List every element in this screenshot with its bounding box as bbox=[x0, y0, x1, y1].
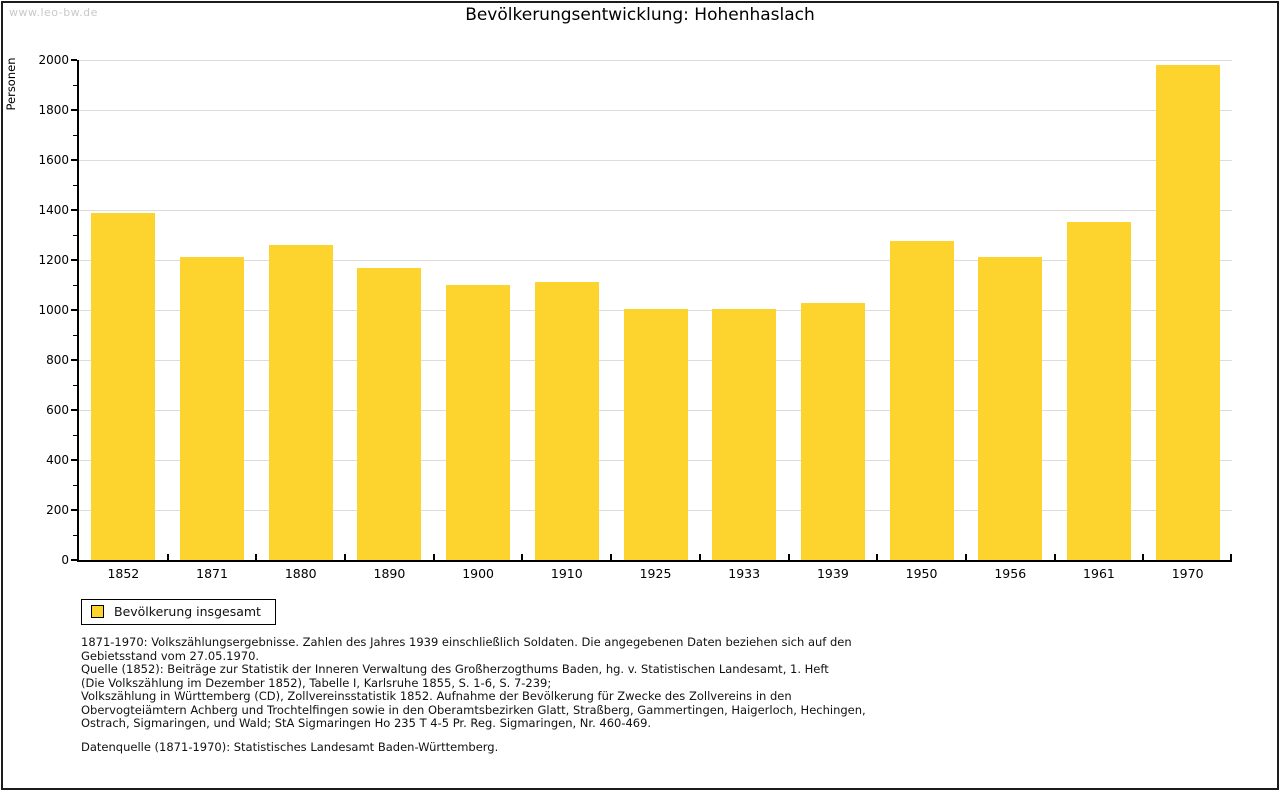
y-tick-label: 1000 bbox=[38, 303, 69, 317]
y-axis-major-tick bbox=[71, 159, 77, 161]
y-axis-major-tick bbox=[71, 559, 77, 561]
watermark: www.leo-bw.de bbox=[9, 6, 98, 19]
x-tick-label: 1925 bbox=[639, 566, 672, 581]
y-axis-minor-tick bbox=[73, 334, 77, 336]
bar-1871 bbox=[180, 257, 245, 560]
bar-1900 bbox=[446, 284, 511, 560]
y-axis-major-tick bbox=[71, 509, 77, 511]
gridline bbox=[79, 109, 1232, 111]
y-tick-label: 0 bbox=[61, 553, 69, 567]
y-tick-label: 1400 bbox=[38, 203, 69, 217]
x-tick-label: 1871 bbox=[196, 566, 228, 581]
gridline bbox=[79, 59, 1232, 61]
y-axis-minor-tick bbox=[73, 534, 77, 536]
y-axis-minor-tick bbox=[73, 384, 77, 386]
x-tick-label: 1880 bbox=[284, 566, 317, 581]
x-axis-boundary-tick bbox=[698, 554, 701, 560]
x-axis-boundary-tick bbox=[344, 554, 347, 560]
y-tick-label: 1800 bbox=[38, 103, 69, 117]
x-axis-boundary-tick bbox=[610, 554, 613, 560]
y-tick-label: 800 bbox=[46, 353, 69, 367]
bar-1925 bbox=[623, 309, 688, 560]
y-axis-minor-tick bbox=[73, 484, 77, 486]
y-axis-minor-tick bbox=[73, 234, 77, 236]
x-tick-label: 1910 bbox=[550, 566, 583, 581]
y-axis-major-tick bbox=[71, 209, 77, 211]
x-axis-boundary-tick bbox=[255, 554, 258, 560]
bar-1910 bbox=[534, 282, 599, 560]
x-tick-label: 1939 bbox=[816, 566, 849, 581]
gridline bbox=[79, 159, 1232, 161]
y-tick-label: 2000 bbox=[38, 53, 69, 67]
footnote-text: 1871-1970: Volkszählungsergebnisse. Zahl… bbox=[81, 635, 866, 730]
x-axis-boundary-tick bbox=[1053, 554, 1056, 560]
legend-label: Bevölkerung insgesamt bbox=[114, 604, 261, 619]
x-tick-label: 1890 bbox=[373, 566, 406, 581]
bar-1961 bbox=[1066, 221, 1131, 560]
bar-1880 bbox=[268, 245, 333, 560]
x-tick-label: 1900 bbox=[462, 566, 495, 581]
x-tick-label: 1970 bbox=[1171, 566, 1204, 581]
legend: Bevölkerung insgesamt bbox=[81, 599, 276, 625]
y-axis-label: Personen bbox=[4, 57, 18, 111]
y-axis-major-tick bbox=[71, 459, 77, 461]
x-axis-boundary-tick bbox=[876, 554, 879, 560]
x-axis-boundary-tick bbox=[521, 554, 524, 560]
legend-swatch bbox=[91, 605, 104, 618]
y-axis-major-tick bbox=[71, 109, 77, 111]
y-axis-major-tick bbox=[71, 309, 77, 311]
bar-1970 bbox=[1155, 65, 1220, 560]
y-axis-minor-tick bbox=[73, 284, 77, 286]
y-tick-label: 1600 bbox=[38, 153, 69, 167]
datasource-text: Datenquelle (1871-1970): Statistisches L… bbox=[81, 740, 499, 754]
x-axis-boundary-tick bbox=[964, 554, 967, 560]
x-tick-label: 1956 bbox=[994, 566, 1027, 581]
x-tick-label: 1950 bbox=[905, 566, 938, 581]
y-tick-label: 400 bbox=[46, 453, 69, 467]
bar-1852 bbox=[91, 213, 156, 560]
y-tick-label: 600 bbox=[46, 403, 69, 417]
y-tick-label: 1200 bbox=[38, 253, 69, 267]
x-axis-boundary-tick bbox=[166, 554, 169, 560]
y-axis-minor-tick bbox=[73, 134, 77, 136]
y-axis-minor-tick bbox=[73, 184, 77, 186]
y-axis-major-tick bbox=[71, 259, 77, 261]
bar-1890 bbox=[357, 268, 422, 560]
y-axis-major-tick bbox=[71, 359, 77, 361]
bar-1950 bbox=[889, 241, 954, 560]
plot-area: 0 200 400 600 800 1000 1200 1400 1600 1800 2000 185… bbox=[38, 53, 1232, 581]
x-axis-boundary-tick bbox=[1142, 554, 1145, 560]
bar-1956 bbox=[978, 256, 1043, 560]
y-axis-major-tick bbox=[71, 409, 77, 411]
gridline bbox=[79, 209, 1232, 211]
x-tick-label: 1933 bbox=[728, 566, 761, 581]
chart-title: Bevölkerungsentwicklung: Hohenhaslach bbox=[465, 5, 815, 25]
bar-1933 bbox=[712, 308, 777, 560]
gridline bbox=[79, 259, 1232, 261]
y-axis-minor-tick bbox=[73, 84, 77, 86]
x-tick-label: 1961 bbox=[1083, 566, 1115, 581]
y-axis-minor-tick bbox=[73, 434, 77, 436]
x-axis-boundary-tick bbox=[1230, 554, 1232, 560]
x-axis-boundary-tick bbox=[432, 554, 435, 560]
bar-1939 bbox=[800, 302, 865, 560]
y-tick-label: 200 bbox=[46, 503, 69, 517]
x-axis-boundary-tick bbox=[787, 554, 790, 560]
y-axis-major-tick bbox=[71, 59, 77, 61]
x-tick-label: 1852 bbox=[107, 566, 140, 581]
